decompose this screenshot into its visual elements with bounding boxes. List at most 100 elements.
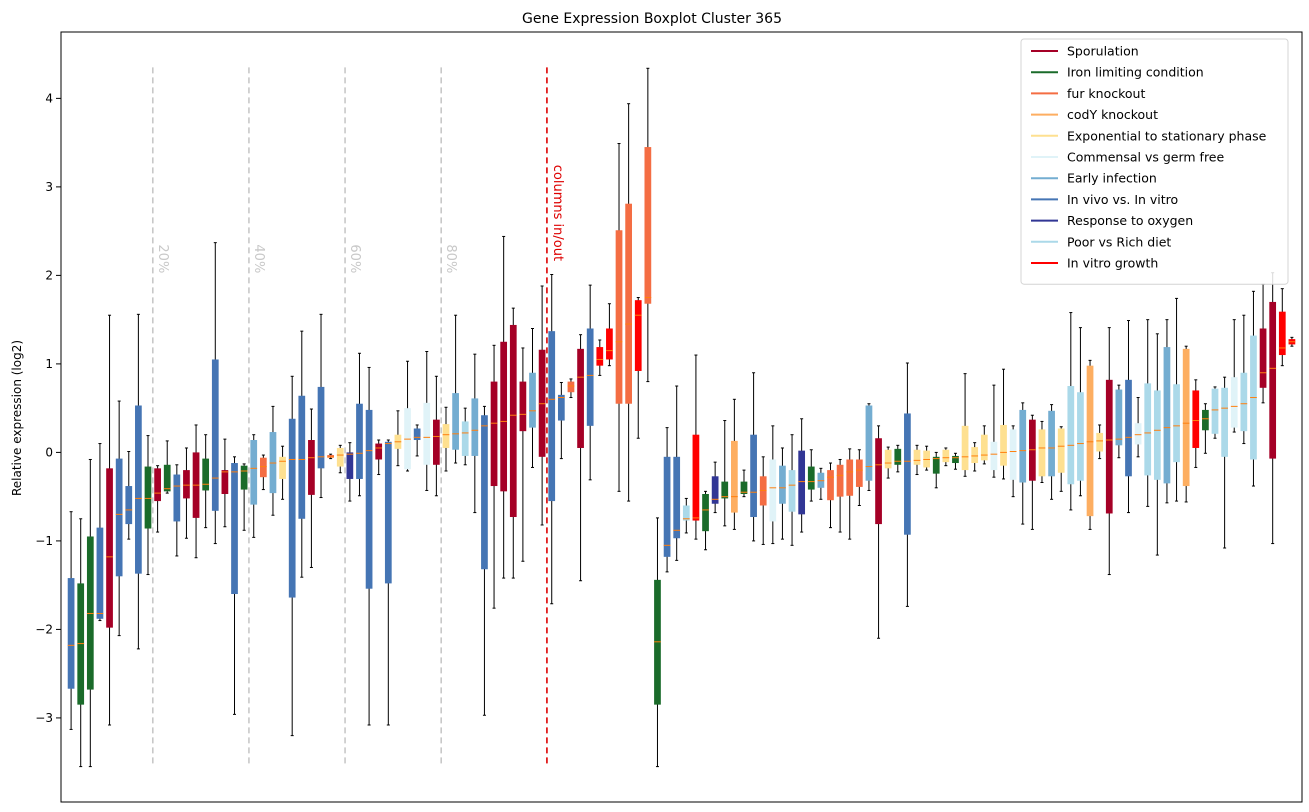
box-122: [1230, 319, 1238, 433]
box-75: [779, 447, 786, 540]
box-121: [1221, 376, 1228, 549]
box-118: [1192, 379, 1200, 468]
box-60: [634, 297, 642, 439]
box-120: [1211, 386, 1219, 439]
box-25: [298, 330, 306, 578]
split-label: columns in/out: [550, 165, 565, 261]
box-body: [644, 147, 652, 304]
y-tick-label: −3: [35, 711, 53, 725]
box-46: [500, 235, 508, 579]
box-128: [1288, 336, 1296, 347]
legend-entry: fur knockout: [1067, 86, 1145, 101]
box-73: [759, 456, 767, 545]
box-body: [346, 452, 354, 479]
box-88: [904, 362, 911, 607]
box-body: [96, 527, 104, 619]
box-76: [788, 434, 796, 546]
box-32: [365, 366, 373, 726]
box-body: [1202, 409, 1209, 431]
box-18: [231, 456, 238, 715]
box-body: [471, 398, 479, 456]
box-84: [865, 403, 873, 491]
box-body: [365, 409, 373, 589]
box-114: [1153, 333, 1161, 556]
box-body: [154, 468, 161, 502]
box-65: [682, 497, 690, 534]
box-body: [865, 405, 873, 481]
legend-entry: Poor vs Rich diet: [1067, 234, 1171, 249]
box-90: [923, 445, 930, 471]
legend-entry: codY knockout: [1067, 107, 1158, 122]
box-body: [135, 405, 142, 574]
box-1: [67, 511, 75, 730]
box-8: [135, 313, 142, 650]
box-49: [529, 327, 536, 468]
box-44: [481, 405, 488, 716]
box-20: [250, 434, 258, 538]
box-body: [308, 440, 315, 495]
box-69: [721, 420, 729, 527]
box-57: [606, 303, 613, 367]
box-body: [490, 381, 498, 487]
y-tick-label: −2: [35, 622, 53, 636]
box-78: [807, 449, 815, 502]
box-body: [836, 464, 844, 497]
box-body: [548, 331, 556, 502]
box-body: [288, 418, 296, 598]
box-77: [798, 418, 806, 533]
box-99: [1009, 425, 1017, 498]
box-79: [817, 467, 825, 500]
box-body: [750, 434, 757, 518]
box-22: [269, 405, 277, 516]
box-51: [548, 274, 556, 605]
box-13: [183, 447, 190, 539]
y-tick-label: 3: [45, 180, 53, 194]
box-body: [202, 458, 210, 491]
box-96: [980, 425, 988, 465]
box-body: [106, 468, 113, 628]
legend-entry: In vitro growth: [1067, 256, 1158, 271]
box-body: [1096, 432, 1104, 452]
box-body: [827, 470, 834, 501]
box-127: [1278, 288, 1286, 367]
box-body: [298, 395, 306, 519]
box-body: [115, 458, 123, 577]
legend-entry: Response to oxygen: [1067, 213, 1193, 228]
box-63: [663, 427, 671, 573]
box-106: [1077, 327, 1084, 497]
box-55: [586, 284, 594, 481]
box-body: [740, 481, 748, 494]
box-92: [942, 447, 950, 467]
box-74: [769, 425, 777, 545]
box-body: [231, 463, 238, 595]
legend-entry: Exponential to stationary phase: [1067, 128, 1267, 143]
percentile-label: 60%: [347, 244, 362, 273]
box-body: [942, 449, 950, 463]
box-72: [750, 372, 757, 542]
box-body: [336, 447, 344, 467]
legend-entry: In vivo vs. In vitro: [1067, 192, 1178, 207]
box-body: [711, 476, 719, 504]
box-14: [192, 424, 200, 559]
box-body: [1211, 388, 1219, 434]
box-116: [1173, 297, 1180, 502]
box-body: [1067, 386, 1075, 485]
box-125: [1259, 283, 1267, 404]
box-body: [163, 464, 171, 492]
legend-entry: Early infection: [1067, 171, 1157, 186]
box-body: [673, 456, 681, 539]
box-body: [961, 425, 969, 471]
box-body: [682, 505, 690, 521]
box-body: [259, 457, 267, 478]
y-tick-label: −1: [35, 534, 53, 548]
box-body: [557, 394, 565, 421]
box-body: [663, 456, 671, 557]
y-tick-label: 2: [45, 268, 53, 282]
chart-title: Gene Expression Boxplot Cluster 365: [522, 11, 782, 27]
percentile-label: 20%: [155, 244, 170, 273]
box-body: [1240, 372, 1248, 432]
box-body: [250, 440, 258, 505]
box-94: [961, 373, 969, 477]
